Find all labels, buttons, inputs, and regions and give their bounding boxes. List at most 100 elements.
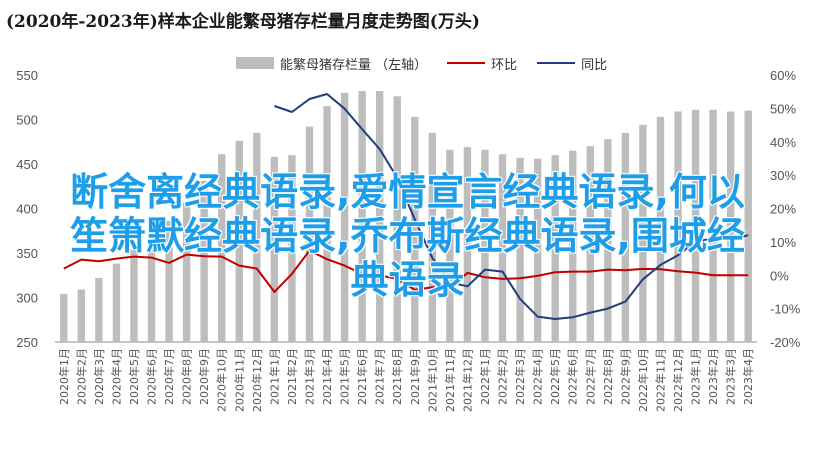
x-tick-label: 2021年5月 xyxy=(338,348,352,405)
y-right-tick-label: 0% xyxy=(770,268,789,283)
bar xyxy=(358,91,366,343)
bar xyxy=(112,263,121,342)
bar xyxy=(200,180,208,342)
x-tick-label: 2023年2月 xyxy=(706,348,720,405)
bar xyxy=(60,293,68,342)
bar xyxy=(218,154,226,342)
bar xyxy=(130,249,138,342)
x-tick-label: 2021年6月 xyxy=(355,348,369,405)
bar xyxy=(147,235,156,342)
y-right-tick-label: 20% xyxy=(770,202,796,217)
bar xyxy=(182,202,191,342)
x-tick-label: 2020年10月 xyxy=(215,348,229,412)
series-line-hb xyxy=(63,249,749,293)
y-right-tick-label: 50% xyxy=(770,101,796,116)
bar xyxy=(726,111,735,343)
y-left-tick-label: 550 xyxy=(16,68,38,83)
y-left-tick-label: 450 xyxy=(16,157,38,172)
bar xyxy=(95,277,103,342)
y-left-tick-label: 400 xyxy=(16,202,38,217)
x-tick-label: 2022年3月 xyxy=(513,348,527,405)
y-right-tick-label: 40% xyxy=(770,135,796,150)
x-tick-label: 2023年4月 xyxy=(741,348,755,405)
x-tick-label: 2021年3月 xyxy=(302,348,316,405)
bar xyxy=(305,126,314,343)
legend-swatch-bars xyxy=(236,57,274,69)
chart-title-bar: (2020年-2023年)样本企业能繁母猪存栏量月度走势图(万头) xyxy=(0,0,815,34)
bar xyxy=(253,132,261,342)
bar xyxy=(744,110,752,342)
series-line-tb xyxy=(274,93,749,320)
bar xyxy=(375,91,384,343)
y-left-tick-label: 350 xyxy=(16,246,38,261)
bar xyxy=(551,155,559,342)
bar xyxy=(674,111,682,343)
legend-label-tb: 同比 xyxy=(581,57,608,73)
x-tick-label: 2022年6月 xyxy=(566,348,580,405)
x-tick-label: 2020年1月 xyxy=(57,348,71,405)
x-tick-label: 2020年9月 xyxy=(197,348,211,405)
x-tick-label: 2020年8月 xyxy=(180,348,194,405)
x-tick-label: 2022年8月 xyxy=(601,348,615,405)
x-tick-label: 2023年1月 xyxy=(689,348,703,405)
x-tick-label: 2021年4月 xyxy=(320,348,334,405)
x-tick-label: 2020年12月 xyxy=(250,348,264,412)
x-tick-label: 2020年4月 xyxy=(109,348,123,405)
bar xyxy=(288,155,296,342)
chart-legend: 能繁母猪存栏量 （左轴） 环比 同比 xyxy=(236,50,621,76)
x-tick-label: 2022年4月 xyxy=(531,348,545,405)
y-right-tick-label: -10% xyxy=(770,302,801,317)
bar xyxy=(604,139,612,342)
bar xyxy=(516,157,524,342)
bar xyxy=(323,106,331,343)
y-left-tick-label: 300 xyxy=(16,291,38,306)
x-tick-label: 2020年3月 xyxy=(92,348,106,405)
y-right-tick-label: 30% xyxy=(770,168,796,183)
x-tick-label: 2020年2月 xyxy=(74,348,88,405)
x-tick-label: 2021年1月 xyxy=(267,348,281,405)
x-tick-label: 2021年7月 xyxy=(373,348,387,405)
bar xyxy=(481,149,489,342)
x-tick-label: 2022年2月 xyxy=(496,348,510,405)
bar xyxy=(691,109,700,343)
bar xyxy=(235,140,243,342)
x-tick-label: 2020年5月 xyxy=(127,348,141,405)
y-right-tick-label: -20% xyxy=(770,335,801,350)
x-tick-label: 2022年11月 xyxy=(653,348,667,412)
x-tick-label: 2022年9月 xyxy=(618,348,632,405)
x-tick-label: 2023年3月 xyxy=(724,348,738,405)
x-tick-label: 2022年7月 xyxy=(583,348,597,405)
chart-title: (2020年-2023年)样本企业能繁母猪存栏量月度走势图(万头) xyxy=(6,12,480,32)
y-right-tick-label: 60% xyxy=(770,68,796,83)
x-tick-label: 2020年6月 xyxy=(145,348,159,405)
x-tick-label: 2022年5月 xyxy=(548,348,562,405)
bar xyxy=(446,149,454,342)
x-tick-label: 2020年11月 xyxy=(232,348,246,412)
bar xyxy=(586,146,594,342)
bar xyxy=(709,109,717,343)
legend-item-hb: 环比 xyxy=(447,54,517,73)
x-tick-label: 2022年12月 xyxy=(671,348,685,412)
x-tick-label: 2021年9月 xyxy=(408,348,422,405)
legend-swatch-tb xyxy=(537,62,576,64)
bar xyxy=(411,116,419,342)
x-tick-label: 2021年8月 xyxy=(390,348,404,405)
y-right-tick-label: 10% xyxy=(770,235,796,250)
legend-label-bars: 能繁母猪存栏量 （左轴） xyxy=(280,57,428,73)
bar xyxy=(270,156,279,342)
x-tick-label: 2021年11月 xyxy=(443,348,457,412)
bar xyxy=(340,92,349,342)
x-tick-label: 2022年1月 xyxy=(478,348,492,405)
bar xyxy=(569,150,577,342)
legend-item-tb: 同比 xyxy=(537,54,607,73)
bar xyxy=(656,116,665,342)
legend-label-hb: 环比 xyxy=(491,57,518,73)
x-tick-label: 2022年10月 xyxy=(636,348,650,412)
legend-swatch-hb xyxy=(447,62,486,64)
bar xyxy=(428,132,437,342)
x-tick-label: 2021年10月 xyxy=(425,348,439,412)
x-tick-label: 2021年2月 xyxy=(285,348,299,405)
legend-item-bars: 能繁母猪存栏量 （左轴） xyxy=(236,54,427,73)
x-tick-label: 2021年12月 xyxy=(460,348,474,412)
